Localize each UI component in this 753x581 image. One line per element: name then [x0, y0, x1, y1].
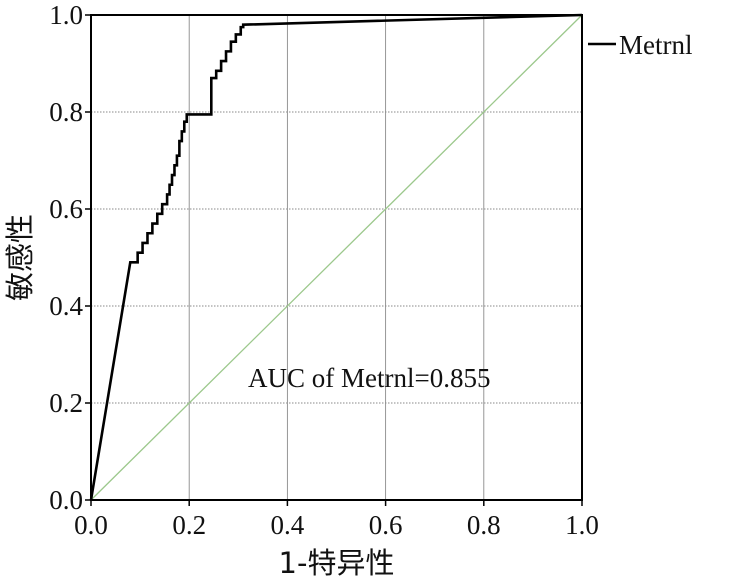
reference-diagonal-line	[90, 14, 583, 501]
y-tick-label: 1.0	[49, 0, 83, 30]
y-tick-label: 0.4	[49, 291, 83, 321]
x-tick-label: 0.4	[271, 510, 305, 540]
series-layer	[89, 13, 583, 501]
auc-annotation: AUC of Metrnl=0.855	[248, 363, 490, 393]
legend: Metrnl	[588, 30, 693, 60]
plot-frame	[90, 14, 583, 501]
series-line-metrnl	[89, 13, 583, 501]
y-tick-label: 0.2	[49, 388, 83, 418]
x-tick-label: 0.2	[172, 510, 206, 540]
y-tick-label: 0.6	[49, 194, 83, 224]
tick-labels: 0.0 0.2 0.4 0.6 0.8 1.0 0.0 0.2 0.4 0.6 0.8 1.0	[49, 0, 599, 540]
grid-lines	[91, 15, 582, 500]
y-tick-label: 0.0	[49, 485, 83, 515]
x-axis-title: 1-特异性	[279, 546, 395, 580]
y-tick-label: 0.8	[49, 97, 83, 127]
y-axis-title: 敏感性	[3, 214, 37, 301]
x-tick-label: 0.8	[467, 510, 501, 540]
x-tick-label: 0.6	[369, 510, 403, 540]
x-tick-label: 1.0	[565, 510, 599, 540]
legend-label-metrnl: Metrnl	[619, 30, 693, 60]
x-tick-label: 0.0	[74, 510, 108, 540]
